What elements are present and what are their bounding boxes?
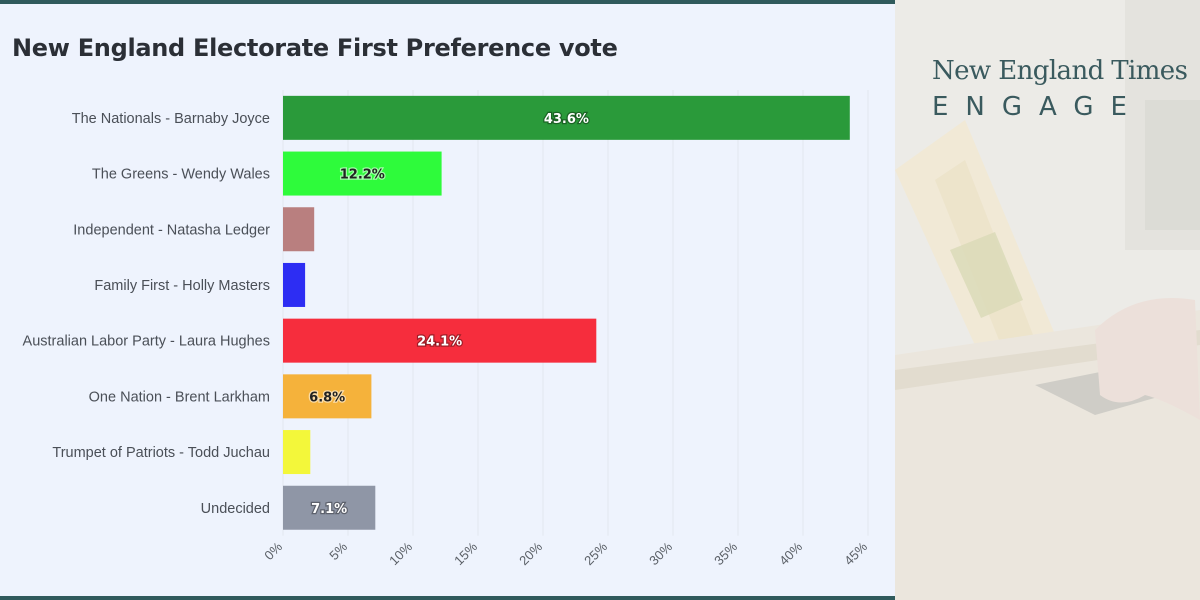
bar (283, 318, 597, 363)
brand-name: New England Times (932, 56, 1188, 86)
x-tick-label: 35% (711, 539, 740, 568)
x-tick-label: 30% (646, 539, 675, 568)
category-label: Family First - Holly Masters (94, 278, 270, 294)
bar (283, 430, 311, 475)
brand-tagline: ENGAGE (932, 92, 1144, 122)
bar (283, 262, 306, 307)
chart-panel: New England Electorate First Preference … (0, 0, 895, 600)
bar-chart: 0% 5% 10% 15% 20% 25% 30% 35% 40% 45% The National… (23, 90, 870, 568)
x-tick-label: 0% (261, 539, 285, 563)
ballot-box-photo-icon (895, 0, 1200, 600)
bar (283, 207, 315, 252)
category-label: One Nation - Brent Larkham (89, 389, 270, 405)
category-label: Undecided (201, 501, 270, 517)
data-label: 7.1% (311, 502, 347, 517)
category-label: Independent - Natasha Ledger (73, 222, 270, 238)
bar (283, 95, 850, 140)
bar (283, 151, 442, 196)
data-label: 12.2% (340, 168, 385, 183)
data-label: 6.8% (309, 390, 345, 405)
x-tick-label: 5% (326, 539, 350, 563)
bar (283, 374, 372, 419)
x-tick-label: 15% (451, 539, 480, 568)
x-tick-label: 45% (841, 539, 870, 568)
category-label: Trumpet of Patriots - Todd Juchau (52, 445, 270, 461)
data-label: 24.1% (417, 335, 462, 350)
category-label: Australian Labor Party - Laura Hughes (23, 334, 270, 350)
brand-panel: New England Times ENGAGE (895, 0, 1200, 600)
category-label: The Nationals - Barnaby Joyce (72, 111, 270, 127)
data-label: 43.6% (544, 112, 589, 127)
x-tick-label: 20% (516, 539, 545, 568)
x-tick-label: 40% (776, 539, 805, 568)
x-tick-label: 10% (386, 539, 415, 568)
chart-title: New England Electorate First Preference … (12, 34, 618, 62)
x-tick-label: 25% (581, 539, 610, 568)
category-label: The Greens - Wendy Wales (92, 167, 270, 183)
bar (283, 485, 376, 530)
